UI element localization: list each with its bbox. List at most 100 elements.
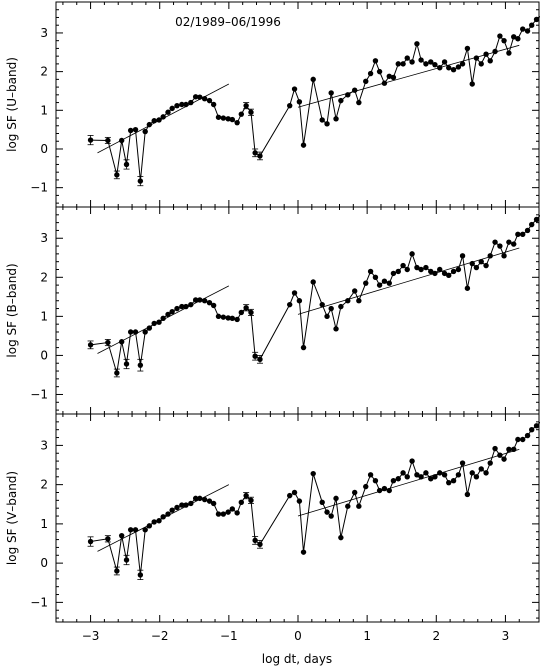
data-point <box>132 329 139 335</box>
data-point <box>501 253 507 259</box>
y-axis-label-u-band: log SF (U–band) <box>5 57 19 152</box>
data-point <box>188 99 194 106</box>
x-tick-label: 1 <box>363 629 371 643</box>
x-tick-label: −2 <box>151 629 169 643</box>
data-point <box>469 260 475 267</box>
data-point <box>142 527 148 533</box>
data-point <box>179 303 185 310</box>
data-point <box>300 549 307 555</box>
data-point <box>372 478 379 484</box>
x-tick-label: 2 <box>432 629 440 643</box>
data-point <box>132 126 139 133</box>
data-point <box>215 511 222 517</box>
data-point <box>243 102 249 109</box>
data-point <box>492 445 498 452</box>
data-point <box>87 137 94 143</box>
data-point <box>137 178 144 184</box>
data-point <box>409 458 415 464</box>
data-point <box>529 221 535 228</box>
data-point <box>291 489 298 496</box>
data-point <box>243 305 249 311</box>
data-point <box>428 476 434 482</box>
data-point <box>345 92 351 98</box>
data-point <box>248 309 254 316</box>
data-point <box>367 472 374 478</box>
data-point <box>404 474 410 480</box>
data-point <box>169 507 175 513</box>
data-point <box>455 266 462 273</box>
data-point <box>483 51 489 57</box>
data-point <box>446 479 452 486</box>
data-point <box>423 61 429 67</box>
data-point <box>296 99 303 105</box>
data-point <box>376 282 383 288</box>
data-point <box>179 502 185 508</box>
data-point <box>127 329 134 335</box>
data-point <box>174 102 180 109</box>
data-point <box>169 308 175 315</box>
data-point <box>252 353 258 359</box>
x-axis: −3 −2 −1 0 1 2 3 <box>82 629 510 643</box>
data-point <box>324 313 330 320</box>
data-point <box>160 114 166 120</box>
data-point <box>437 65 443 71</box>
data-point <box>188 301 194 308</box>
data-point <box>501 37 507 44</box>
data-point <box>441 472 448 478</box>
data-point <box>192 495 199 502</box>
data-point <box>156 518 162 524</box>
data-point <box>338 97 344 104</box>
data-point <box>114 568 120 574</box>
data-point <box>423 264 429 271</box>
data-point <box>287 492 293 499</box>
data-point <box>197 297 203 303</box>
data-point <box>127 527 134 533</box>
data-point <box>238 499 245 506</box>
data-point <box>197 495 203 502</box>
data-point <box>248 497 254 504</box>
data-point <box>257 356 263 363</box>
data-point <box>192 297 199 303</box>
data-point <box>386 73 392 79</box>
data-point <box>487 460 493 466</box>
y-tick-label: 2 <box>40 478 48 492</box>
data-point <box>132 527 139 533</box>
x-axis-label: log dt, days <box>262 652 332 666</box>
data-point <box>524 227 531 234</box>
data-point <box>156 319 162 325</box>
data-point <box>492 48 498 55</box>
data-point <box>390 478 397 484</box>
data-point <box>300 142 307 148</box>
data-point <box>478 258 484 265</box>
data-point <box>506 50 512 56</box>
data-point <box>252 150 258 156</box>
data-point <box>234 119 240 126</box>
data-point <box>441 59 448 65</box>
data-point <box>234 316 240 323</box>
data-point <box>151 519 157 525</box>
data-point <box>492 239 498 245</box>
data-point <box>210 500 217 507</box>
data-point <box>529 22 535 28</box>
data-point <box>404 55 410 61</box>
data-point <box>524 28 531 34</box>
x-tick-label: −3 <box>82 629 100 643</box>
data-point <box>206 97 213 104</box>
data-point <box>400 61 406 67</box>
data-point <box>524 432 531 439</box>
data-point <box>310 279 316 285</box>
data-point <box>142 128 148 135</box>
fit-line <box>297 247 520 315</box>
data-point <box>87 538 94 545</box>
data-point <box>225 315 231 321</box>
data-point <box>324 121 330 127</box>
data-point <box>338 303 344 310</box>
data-point <box>423 470 429 476</box>
data-point <box>156 117 162 123</box>
data-point <box>473 55 480 61</box>
data-point <box>118 339 125 345</box>
data-point <box>455 472 462 478</box>
data-point <box>372 274 379 281</box>
data-point <box>351 489 358 496</box>
